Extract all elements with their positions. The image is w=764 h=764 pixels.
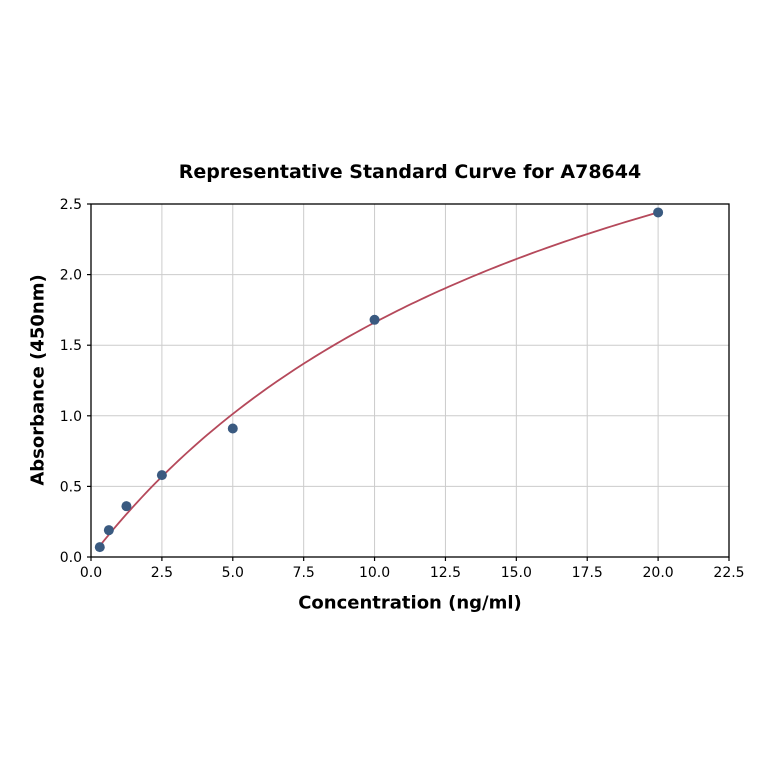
y-axis-label: Absorbance (450nm) bbox=[27, 274, 49, 486]
x-tick-label: 20.0 bbox=[643, 565, 674, 581]
x-tick-label: 12.5 bbox=[430, 565, 461, 581]
chart-title: Representative Standard Curve for A78644 bbox=[178, 161, 642, 183]
x-tick-label: 22.5 bbox=[713, 565, 744, 581]
y-tick-label: 2.5 bbox=[60, 197, 82, 213]
plot-border bbox=[90, 203, 730, 558]
x-tick-label: 17.5 bbox=[572, 565, 603, 581]
y-tick-label: 1.0 bbox=[60, 409, 82, 425]
x-tick-label: 0.0 bbox=[80, 565, 102, 581]
x-tick-label: 5.0 bbox=[222, 565, 244, 581]
data-point bbox=[121, 501, 132, 512]
x-tick-label: 10.0 bbox=[359, 565, 390, 581]
x-axis-label: Concentration (ng/ml) bbox=[298, 592, 522, 614]
y-tick-label: 0.0 bbox=[60, 550, 82, 566]
data-point bbox=[653, 207, 664, 218]
data-point bbox=[103, 525, 114, 536]
data-point bbox=[156, 470, 167, 481]
x-tick-label: 7.5 bbox=[293, 565, 315, 581]
y-tick-label: 0.5 bbox=[60, 479, 82, 495]
data-point bbox=[369, 314, 380, 325]
y-tick-label: 2.0 bbox=[60, 268, 82, 284]
y-tick-label: 1.5 bbox=[60, 338, 82, 354]
x-tick-label: 15.0 bbox=[501, 565, 532, 581]
data-point bbox=[94, 542, 105, 553]
data-point bbox=[227, 423, 238, 434]
x-tick-label: 2.5 bbox=[151, 565, 173, 581]
fit-curve bbox=[99, 211, 659, 547]
